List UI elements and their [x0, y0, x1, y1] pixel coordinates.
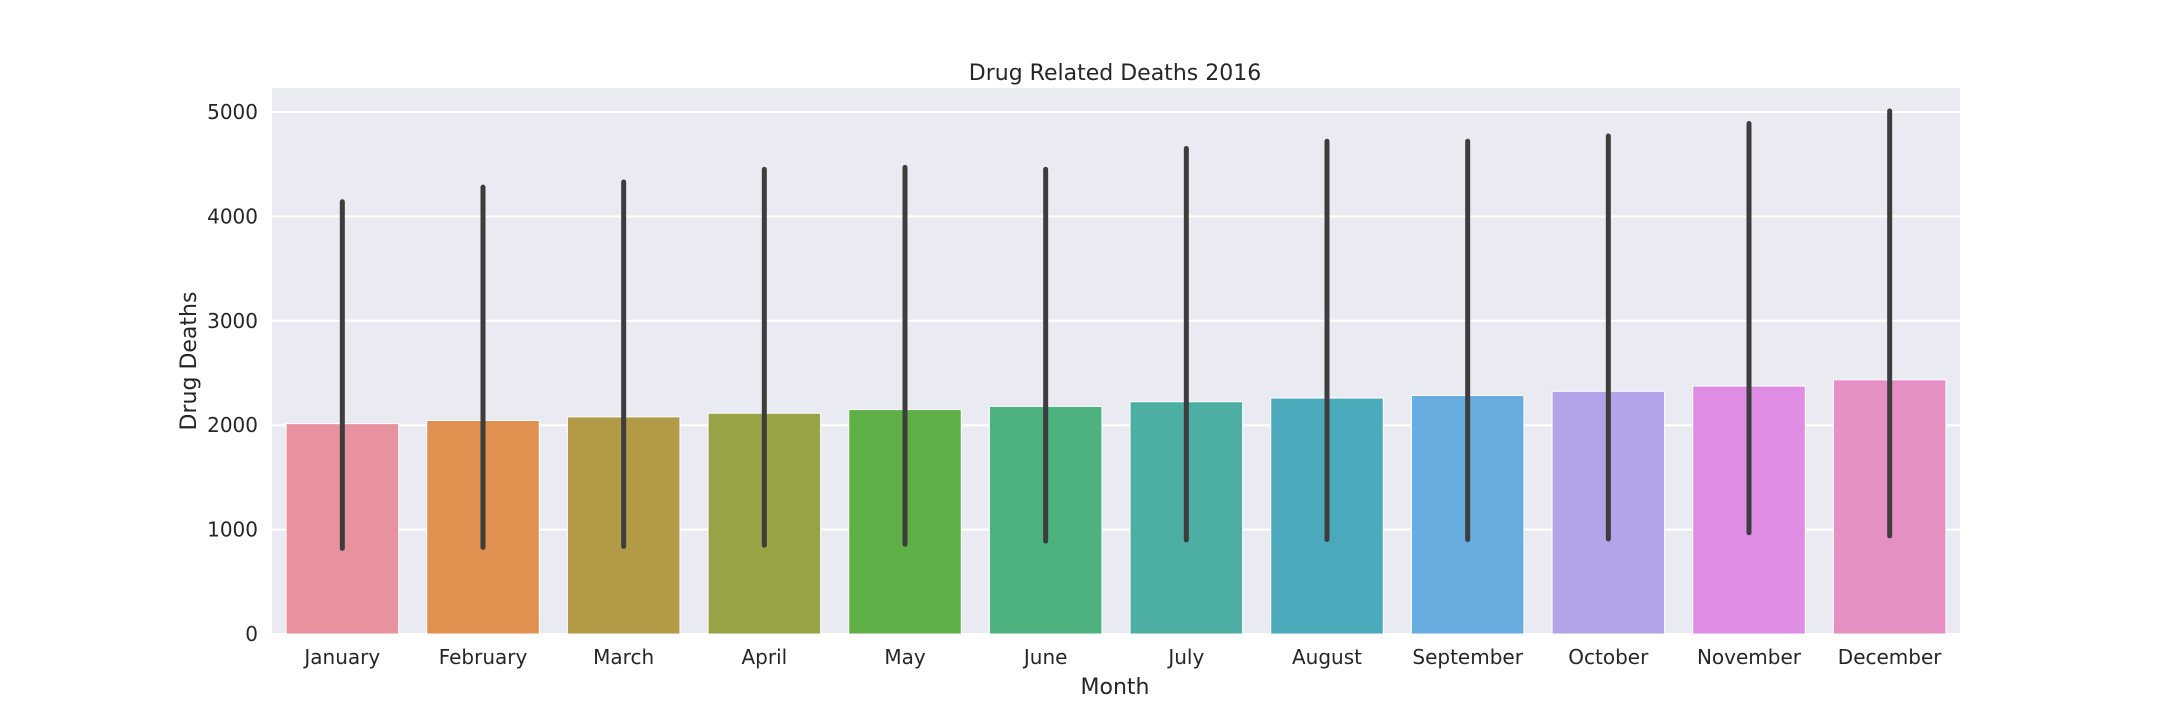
y-tick-label: 3000: [207, 309, 258, 333]
x-tick-label: August: [1292, 645, 1362, 669]
x-tick-label: March: [593, 645, 654, 669]
x-tick-label: September: [1412, 645, 1523, 669]
x-tick-label: December: [1838, 645, 1942, 669]
y-tick-label: 1000: [207, 518, 258, 542]
y-tick-label: 4000: [207, 204, 258, 228]
x-tick-label: October: [1568, 645, 1649, 669]
y-axis-ticks: 0 1000 2000 3000 4000 5000: [207, 100, 258, 646]
x-tick-label: January: [302, 645, 380, 669]
x-tick-label: July: [1166, 645, 1204, 669]
plot-area: [272, 88, 1960, 634]
error-bars: [339, 108, 1893, 551]
x-tick-label: May: [884, 645, 926, 669]
x-tick-label: November: [1697, 645, 1802, 669]
x-tick-label: June: [1022, 645, 1068, 669]
x-axis-ticks: January February March April May June July Augu…: [302, 645, 1942, 669]
y-tick-label: 0: [245, 622, 258, 646]
y-tick-label: 2000: [207, 413, 258, 437]
gridlines: [272, 111, 1960, 635]
x-tick-label: April: [741, 645, 787, 669]
x-axis-label: Month: [1081, 675, 1150, 700]
y-tick-label: 5000: [207, 100, 258, 124]
y-axis-label: Drug Deaths: [177, 292, 202, 431]
chart-title: Drug Related Deaths 2016: [969, 61, 1261, 86]
x-tick-label: February: [439, 645, 528, 669]
